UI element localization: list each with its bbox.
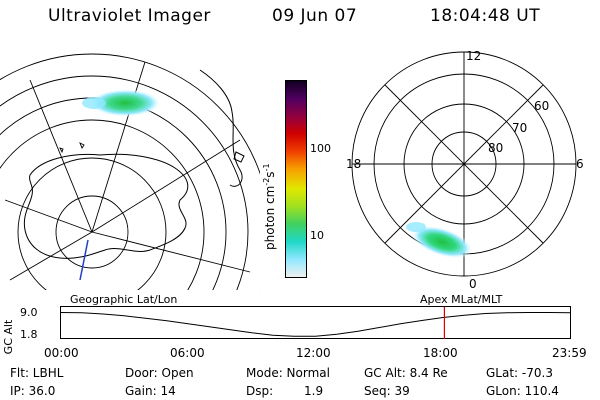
time-label: 18:04:48 UT <box>430 6 541 26</box>
door-status: Door: Open <box>125 366 194 380</box>
meridian-line <box>29 79 93 233</box>
date-label: 09 Jun 07 <box>272 6 358 26</box>
gc-alt-status: GC Alt: 8.4 Re <box>364 366 448 380</box>
colorbar-tick-10: 10 <box>310 229 324 242</box>
colorbar <box>285 80 307 278</box>
altitude-curve <box>60 312 571 337</box>
meridian-line <box>91 231 251 273</box>
geographic-map <box>0 53 260 290</box>
time-tick-2359: 23:59 <box>552 346 587 360</box>
colorbar-tick-100: 100 <box>310 142 331 155</box>
coastline <box>199 69 243 187</box>
aurora-oval-polar <box>411 225 473 259</box>
seq-status: Seq: 39 <box>364 384 410 398</box>
time-tick-1200: 12:00 <box>296 346 331 360</box>
geo-map-label: Geographic Lat/Lon <box>70 293 178 306</box>
coastline <box>23 153 189 259</box>
polar-mlat-mlt-plot: 12 18 6 0 60 70 80 <box>346 49 584 290</box>
coastline <box>233 151 245 163</box>
mlt-diagonal <box>384 84 544 244</box>
lat-circle <box>0 75 249 290</box>
lat-circle <box>17 157 167 290</box>
colorbar-gradient <box>286 81 306 277</box>
mlt-label-6: 6 <box>576 157 584 171</box>
time-tick-0600: 06:00 <box>170 346 205 360</box>
lat-circle <box>55 195 129 269</box>
alt-tick-high: 9.0 <box>20 306 38 319</box>
ip-status: IP: 36.0 <box>10 384 56 398</box>
glon-status: GLon: 110.4 <box>486 384 559 398</box>
colorbar-unit-label: photon cm-2s-1 <box>262 163 277 250</box>
timeline-frame <box>60 306 571 339</box>
aurora-patch <box>82 97 106 109</box>
polar-plot-label: Apex MLat/MLT <box>420 293 503 306</box>
aurora-patch <box>406 222 426 232</box>
meridian-line <box>4 199 93 233</box>
glat-status: GLat: -70.3 <box>486 366 553 380</box>
dsp-status-value: 1.9 <box>304 384 324 398</box>
meridian-line <box>91 61 146 233</box>
trajectory-line <box>79 239 89 281</box>
altitude-timeline <box>60 306 571 339</box>
meridian-line <box>91 139 241 233</box>
instrument-title: Ultraviolet Imager <box>48 6 211 26</box>
mlt-label-12: 12 <box>466 49 481 63</box>
mlt-label-0: 0 <box>469 277 477 290</box>
lat-circle <box>0 53 260 290</box>
mlat-label-70: 70 <box>512 121 527 135</box>
aurora-oval-geo <box>89 89 161 117</box>
island <box>79 142 85 149</box>
gain-status: Gain: 14 <box>125 384 176 398</box>
mode-status: Mode: Normal <box>246 366 330 380</box>
filter-status: Flt: LBHL <box>10 366 64 380</box>
mlat-label-60: 60 <box>534 99 549 113</box>
mlt-label-18: 18 <box>346 157 361 171</box>
time-tick-1800: 18:00 <box>423 346 458 360</box>
mlat-label-80: 80 <box>488 141 503 155</box>
island <box>59 147 64 154</box>
time-tick-0000: 00:00 <box>44 346 79 360</box>
alt-tick-low: 1.8 <box>20 328 38 341</box>
alt-axis-label: GC Alt <box>2 319 15 355</box>
lat-circle <box>0 119 205 290</box>
dsp-status-label: Dsp: <box>246 384 274 398</box>
